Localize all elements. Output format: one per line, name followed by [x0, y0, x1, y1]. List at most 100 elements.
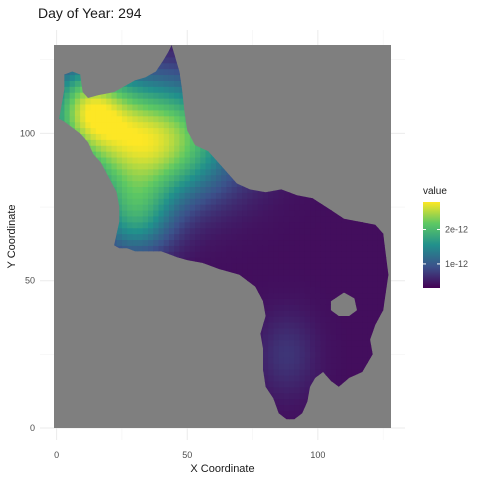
heatmap-cell — [174, 115, 180, 123]
heatmap-cell — [362, 274, 369, 282]
heatmap-cell — [262, 380, 269, 388]
heatmap-cell — [90, 121, 97, 129]
heatmap-cell — [163, 174, 170, 182]
heatmap-cell — [341, 245, 348, 252]
heatmap-cell — [247, 274, 254, 282]
heatmap-cell — [315, 363, 322, 370]
heatmap-cell — [372, 233, 379, 241]
heatmap-cell — [310, 304, 316, 311]
heatmap-cell — [289, 374, 295, 382]
heatmap-cell — [362, 221, 369, 229]
heatmap-cell — [283, 245, 290, 252]
heatmap-cell — [346, 280, 353, 288]
heatmap-cell — [310, 357, 316, 364]
heatmap-cell — [168, 109, 175, 117]
heatmap-cell — [74, 92, 81, 99]
heatmap-cell — [252, 221, 259, 229]
heatmap-cell — [357, 369, 363, 376]
heatmap-cell — [367, 245, 374, 252]
heatmap-cell — [127, 151, 133, 158]
heatmap-cell — [330, 257, 337, 264]
heatmap-cell — [184, 198, 191, 205]
heatmap-cell — [257, 192, 264, 199]
heatmap-cell — [330, 321, 337, 329]
heatmap-cell — [268, 351, 275, 358]
heatmap-cell — [137, 192, 144, 199]
heatmap-cell — [184, 215, 191, 223]
x-tick-label: 100 — [310, 450, 325, 460]
heatmap-cell — [304, 239, 311, 246]
heatmap-cell — [231, 192, 238, 199]
heatmap-cell — [283, 369, 290, 376]
heatmap-cell — [174, 192, 180, 199]
heatmap-cell — [346, 316, 353, 323]
heatmap-cell — [262, 268, 269, 276]
heatmap-cell — [189, 233, 196, 241]
heatmap-cell — [315, 204, 322, 211]
heatmap-cell — [95, 145, 102, 152]
heatmap-cell — [189, 145, 196, 152]
heatmap-cell — [304, 345, 311, 352]
heatmap-cell — [346, 363, 353, 370]
heatmap-cell — [221, 186, 228, 193]
heatmap-cell — [205, 168, 212, 176]
heatmap-cell — [351, 251, 358, 258]
heatmap-cell — [320, 227, 327, 235]
heatmap-cell — [148, 92, 154, 99]
heatmap-cell — [357, 274, 363, 282]
heatmap-cell — [367, 257, 374, 264]
heatmap-cell — [278, 209, 285, 217]
heatmap-cell — [148, 227, 154, 235]
heatmap-cell — [142, 98, 149, 105]
heatmap-cell — [278, 268, 285, 276]
heatmap-cell — [372, 257, 379, 264]
heatmap-cell — [341, 333, 348, 341]
heatmap-cell — [294, 280, 301, 288]
heatmap-cell — [153, 92, 160, 99]
heatmap-cell — [367, 310, 374, 317]
heatmap-cell — [221, 180, 228, 188]
heatmap-cell — [320, 351, 327, 358]
heatmap-cell — [200, 156, 207, 164]
heatmap-cell — [205, 156, 212, 164]
heatmap-cell — [377, 268, 384, 276]
heatmap-cell — [294, 274, 301, 282]
heatmap-cell — [372, 316, 379, 323]
heatmap-cell — [294, 292, 301, 299]
heatmap-cell — [210, 263, 217, 270]
heatmap-cell — [69, 80, 76, 87]
heatmap-cell — [304, 298, 311, 305]
heatmap-cell — [184, 180, 191, 188]
heatmap-cell — [336, 321, 342, 329]
heatmap-cell — [189, 151, 196, 158]
heatmap-cell — [168, 174, 175, 182]
heatmap-cell — [179, 186, 186, 193]
heatmap-cell — [127, 139, 133, 146]
heatmap-cell — [242, 263, 248, 270]
heatmap-cell — [362, 316, 369, 323]
heatmap-cell — [189, 239, 196, 246]
heatmap-cell — [168, 80, 175, 87]
heatmap-cell — [163, 245, 170, 252]
heatmap-cell — [111, 168, 118, 176]
heatmap-cell — [304, 292, 311, 299]
heatmap-cell — [236, 233, 243, 241]
heatmap-cell — [372, 251, 379, 258]
heatmap-cell — [189, 251, 196, 258]
heatmap-cell — [325, 327, 332, 335]
heatmap-cell — [304, 257, 311, 264]
heatmap-cell — [163, 192, 170, 199]
heatmap-cell — [116, 186, 123, 193]
heatmap-cell — [163, 168, 170, 176]
heatmap-cell — [168, 103, 175, 111]
heatmap-cell — [273, 292, 280, 299]
heatmap-cell — [168, 45, 175, 52]
heatmap-cell — [137, 109, 144, 117]
heatmap-cell — [325, 357, 332, 364]
heatmap-cell — [304, 227, 311, 235]
heatmap-cell — [336, 239, 342, 246]
heatmap-cell — [278, 398, 285, 406]
heatmap-cell — [341, 268, 348, 276]
heatmap-cell — [132, 227, 139, 235]
heatmap-cell — [273, 263, 280, 270]
